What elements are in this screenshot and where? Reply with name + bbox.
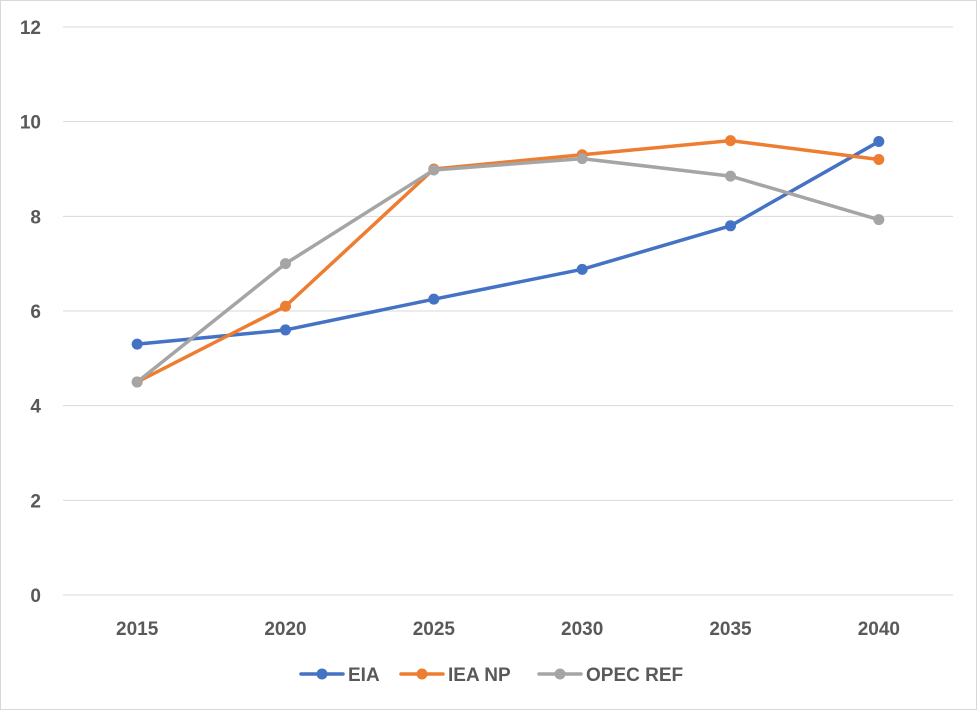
data-point bbox=[428, 293, 440, 305]
data-point bbox=[725, 220, 736, 232]
data-point bbox=[280, 258, 291, 270]
legend-item: OPEC REF bbox=[537, 665, 683, 686]
legend-label: EIA bbox=[348, 665, 380, 686]
data-point bbox=[131, 376, 143, 388]
legend: EIA IEA NP OPEC REF bbox=[299, 665, 683, 686]
series-iea-np bbox=[131, 135, 885, 388]
y-tick-label: 4 bbox=[30, 397, 41, 418]
legend-item: EIA bbox=[299, 665, 380, 686]
x-tick-label: 2020 bbox=[264, 619, 306, 640]
data-point bbox=[428, 164, 440, 176]
legend-marker bbox=[554, 668, 566, 680]
series-line bbox=[135, 156, 881, 384]
legend-label: OPEC REF bbox=[586, 665, 683, 686]
series-eia bbox=[131, 136, 885, 350]
data-point bbox=[873, 154, 885, 166]
data-point bbox=[280, 324, 291, 336]
data-point bbox=[576, 153, 588, 165]
x-axis: 2015 2020 2025 2030 2035 2040 bbox=[116, 619, 900, 640]
gridlines bbox=[63, 26, 953, 596]
y-tick-label: 10 bbox=[20, 113, 41, 134]
y-tick-label: 6 bbox=[30, 302, 41, 323]
legend-marker bbox=[316, 668, 328, 680]
data-point bbox=[725, 170, 736, 182]
y-tick-label: 0 bbox=[30, 586, 41, 607]
series-opec-ref bbox=[131, 153, 885, 388]
data-point bbox=[280, 300, 291, 312]
y-axis: 0 2 4 6 8 10 12 bbox=[20, 18, 42, 607]
data-point bbox=[131, 338, 143, 350]
data-point bbox=[873, 214, 885, 226]
legend-item: IEA NP bbox=[399, 665, 511, 686]
data-point bbox=[576, 263, 588, 275]
series-line bbox=[135, 139, 881, 346]
y-tick-label: 12 bbox=[20, 18, 41, 39]
series-lines bbox=[131, 135, 885, 388]
x-tick-label: 2025 bbox=[413, 619, 456, 640]
y-tick-label: 8 bbox=[30, 207, 41, 228]
x-tick-label: 2040 bbox=[858, 619, 900, 640]
y-tick-label: 2 bbox=[30, 491, 41, 512]
series-line bbox=[135, 138, 881, 384]
legend-label: IEA NP bbox=[448, 665, 511, 686]
x-tick-label: 2035 bbox=[709, 619, 752, 640]
data-point bbox=[873, 136, 885, 148]
legend-marker bbox=[416, 668, 428, 680]
x-tick-label: 2030 bbox=[561, 619, 603, 640]
x-tick-label: 2015 bbox=[116, 619, 159, 640]
data-point bbox=[725, 135, 736, 147]
